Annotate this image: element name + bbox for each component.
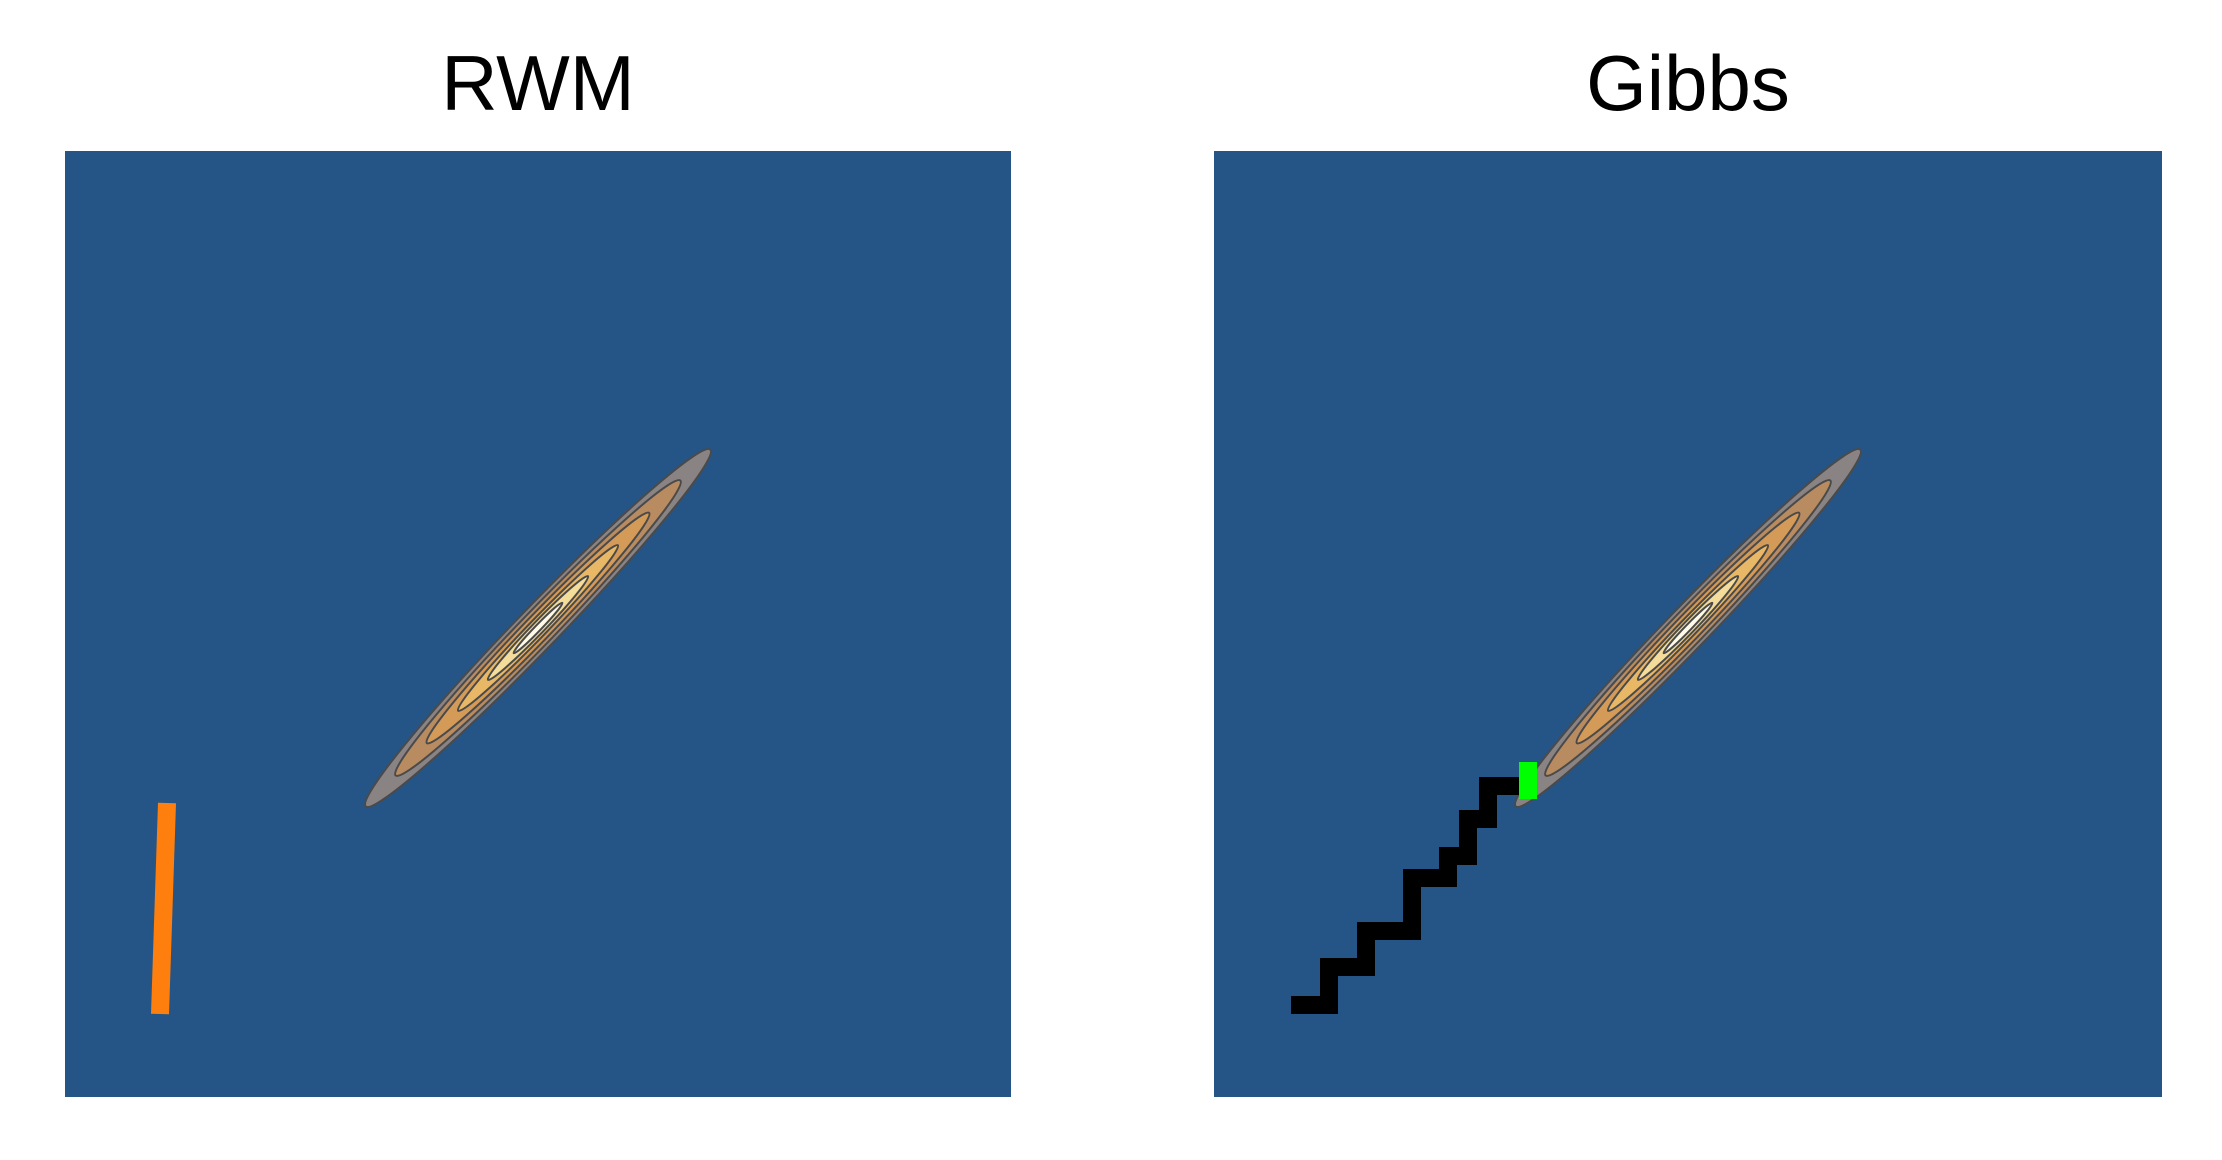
contour-level-6 — [512, 601, 564, 655]
target-density-contours-rwm — [364, 448, 712, 808]
panel-rwm — [65, 151, 1011, 1097]
gibbs-current-point — [1519, 762, 1537, 799]
panel-title-rwm: RWM — [441, 39, 635, 127]
panel-gibbs — [1214, 151, 2162, 1097]
rwm-sampler-trace — [151, 802, 176, 1015]
panel-title-gibbs: Gibbs — [1586, 39, 1790, 127]
target-density-contours-gibbs — [1514, 448, 1862, 808]
contour-level-6 — [1662, 601, 1714, 655]
gibbs-sampler-trace — [1291, 777, 1531, 1014]
